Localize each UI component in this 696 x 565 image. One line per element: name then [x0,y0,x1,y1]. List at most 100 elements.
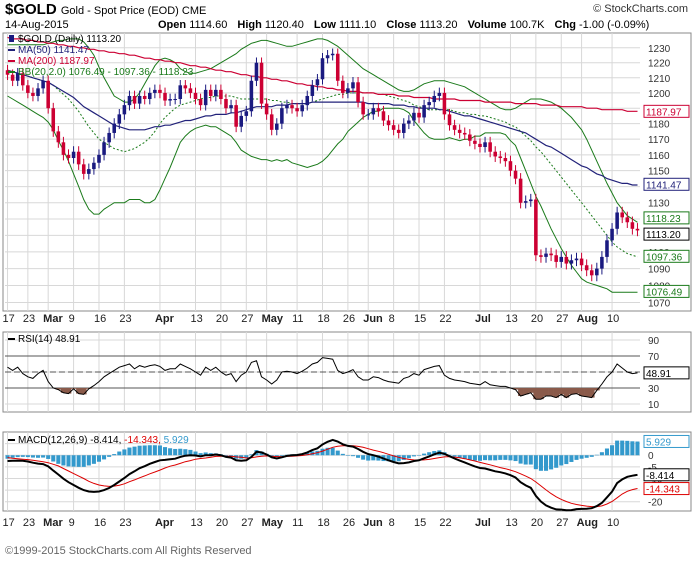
candle-body [15,73,20,81]
macd-histogram-bar [5,455,10,459]
macd-histogram-bar [604,448,610,456]
candle-body [173,99,177,101]
x-tick-label: Mar [43,313,63,325]
macd-histogram-bar [193,451,198,456]
candle-body [81,164,86,174]
x-tick-label: Jun [363,517,383,529]
candle-body [549,253,553,256]
candle-body [498,156,503,159]
macd-histogram-bar [10,455,15,458]
rsi-oversold-fill [60,388,67,393]
candle-body [605,240,609,257]
candle-body [208,89,213,96]
value-tag: 1187.97 [646,107,682,118]
candle-body [391,125,396,130]
macd-histogram-bar [20,455,25,457]
x-tick-label: 9 [69,313,75,325]
candle-body [381,111,386,121]
candle-body [457,129,462,133]
x-tick-label: 27 [241,517,253,529]
x-tick-label: 13 [505,517,517,529]
candle-body [635,228,640,231]
rsi-panel-frame [2,331,692,413]
chg-label: Chg [554,19,576,31]
macd-histogram-bar [594,454,599,456]
symbol: $GOLD [5,1,57,18]
rsi-y-tick-label: 10 [648,400,660,411]
x-tick-label: 16 [94,313,106,325]
candle-body [407,120,411,124]
low-label: Low [313,19,336,31]
macd-histogram-bar [483,455,488,461]
macd-histogram-bar [86,455,91,466]
rsi-y-tick-label: 90 [648,336,660,347]
x-tick-label: 16 [94,517,106,529]
macd-histogram-bar [203,452,208,456]
x-tick-label: May [262,517,284,529]
x-tick-label: 13 [505,313,517,325]
bb-upper-line [7,38,638,223]
macd-histogram-bar [361,455,366,460]
macd-histogram-bar [376,455,381,461]
candle-body [310,85,315,96]
x-tick-label: 27 [556,313,568,325]
candle-body [92,162,96,170]
candle-body [325,55,330,59]
candle-body [610,228,614,241]
candle-body [351,82,355,89]
x-tick-label: 22 [439,313,451,325]
candle-body [188,88,193,93]
macd-histogram-bar [71,455,76,467]
candle-body [51,108,56,132]
candle-body [473,140,477,144]
brand-link[interactable]: © StockCharts.com [593,3,688,15]
macd-histogram-bar [102,455,107,460]
candle-body [620,212,624,218]
macd-histogram-bar [305,452,310,456]
legend-entry: RSI(14) 48.91 [18,334,81,345]
candle-body [127,95,132,106]
macd-histogram-bar [508,455,513,461]
candle-body [584,265,589,271]
candle-body [564,256,569,264]
close-label: Close [386,19,417,31]
x-tick-label: 20 [216,313,228,325]
macd-histogram-bar [279,455,284,456]
macd-histogram-bar [416,455,422,456]
ohlc-summary: Open 1114.60 High 1120.40 Low 1111.10 Cl… [158,19,656,31]
x-tick-label: 20 [531,517,543,529]
macd-histogram-bar [25,455,30,458]
x-tick-label: 27 [556,517,568,529]
legend-entry: BB(20,2.0) 1076.49 - 1097.36 - 1118.23 [18,67,194,78]
macd-histogram-bar [528,455,533,465]
macd-histogram-bar [173,448,178,456]
candle-body [132,95,137,104]
rsi-oversold-fill [518,388,524,396]
macd-histogram-bar [579,455,584,459]
candle-body [417,112,421,118]
candle-body [97,154,101,163]
rsi-oversold-fill [55,388,62,390]
x-tick-label: Aug [577,313,598,325]
macd-histogram-bar [223,455,229,456]
legend-entry: MA(50) 1141.47 [18,45,89,56]
candle-body [320,58,325,80]
rsi-oversold-fill [65,388,72,394]
candle-body [595,268,599,276]
macd-histogram-bar [503,455,508,460]
macd-histogram-bar [518,455,523,464]
value-tag-box [643,434,690,448]
x-tick-label: 23 [119,313,131,325]
macd-histogram-bar [340,453,345,456]
x-tick-label: 8 [389,517,395,529]
macd-histogram-bar [599,452,604,456]
macd-histogram-bar [462,455,467,459]
candle-body [249,80,254,112]
x-tick-label: 11 [292,517,303,529]
macd-histogram-bar [549,455,554,470]
rsi-line [7,357,638,400]
macd-hist-legend: 5.929 [164,435,189,446]
open-value: 1114.60 [189,19,228,31]
price-y-tick-label: 1180 [648,120,670,131]
macd-histogram-bar [543,455,549,471]
